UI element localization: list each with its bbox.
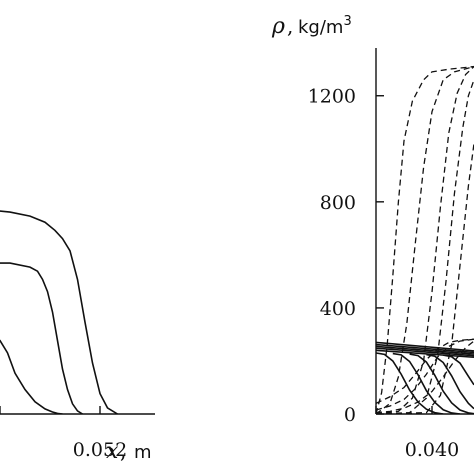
left-series-1 xyxy=(0,339,63,414)
right-series-4 xyxy=(376,65,474,414)
right-panel: 0 400 800 1200 0.040 ρ , kg/m3 xyxy=(271,14,474,461)
right-y-axis-comma: , xyxy=(287,14,293,38)
right-series-12 xyxy=(376,347,474,357)
right-series-5 xyxy=(376,65,474,414)
right-series-1 xyxy=(376,338,474,404)
right-series-6 xyxy=(376,66,474,414)
right-series-11 xyxy=(376,345,474,355)
right-y-tick-label-3: 800 xyxy=(320,192,356,214)
right-series-15 xyxy=(392,352,461,414)
left-panel: 0.052 x , m xyxy=(0,210,155,464)
left-curves xyxy=(0,210,118,414)
right-curves xyxy=(376,65,474,414)
right-series-10 xyxy=(376,343,474,354)
left-series-2 xyxy=(0,262,83,414)
right-y-tick-label-2: 400 xyxy=(320,298,356,320)
right-y-axis-unit-exponent: 3 xyxy=(343,14,351,29)
right-series-18 xyxy=(443,354,474,386)
right-series-2 xyxy=(376,338,474,411)
left-x-axis-symbol: x xyxy=(106,439,119,464)
left-x-axis-unit: m xyxy=(134,442,152,463)
right-x-tick-label-2: 0.040 xyxy=(405,439,459,461)
right-series-13 xyxy=(376,349,474,359)
right-series-7 xyxy=(376,79,474,414)
left-series-3 xyxy=(0,210,118,414)
right-series-16 xyxy=(409,353,474,414)
left-x-axis-label: x , m xyxy=(106,439,152,464)
right-y-ticks: 0 400 800 1200 xyxy=(308,86,384,426)
right-y-axis-symbol: ρ xyxy=(271,14,285,39)
right-series-8 xyxy=(376,143,474,414)
left-x-axis-comma: , xyxy=(120,439,126,463)
right-series-9 xyxy=(376,341,474,352)
right-y-axis-unit-base: kg/m xyxy=(298,17,343,38)
right-y-axis-label: ρ , kg/m3 xyxy=(271,14,352,39)
right-series-17 xyxy=(426,353,474,410)
left-x-tick-label-2: 0.052 xyxy=(73,439,127,461)
right-y-tick-label-4: 1200 xyxy=(308,86,356,108)
right-y-tick-label-1: 0 xyxy=(344,404,356,426)
right-y-axis-unit: kg/m3 xyxy=(298,14,352,38)
right-x-ticks: 0.040 xyxy=(375,406,459,461)
left-x-ticks: 0.052 xyxy=(0,406,127,461)
